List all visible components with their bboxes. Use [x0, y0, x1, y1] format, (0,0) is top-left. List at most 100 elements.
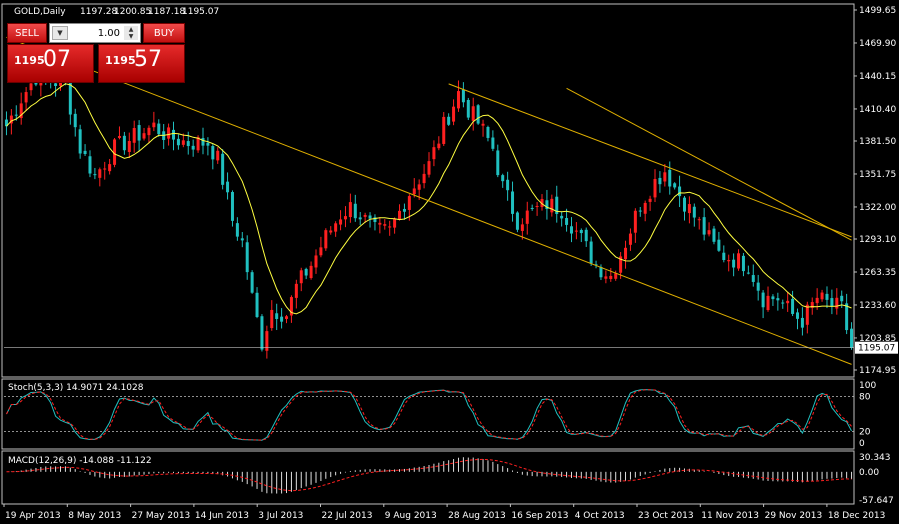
chart-header-low: 1187.18	[148, 7, 185, 17]
price-axis-label: 1440.15	[859, 72, 896, 82]
candle-body	[348, 202, 352, 218]
candle-body	[422, 173, 426, 184]
candle-body	[275, 313, 279, 319]
candle-body	[663, 172, 667, 182]
price-axis-label: 1469.90	[859, 39, 896, 49]
candle-body	[643, 202, 647, 214]
candle-body	[737, 253, 741, 269]
macd-axis-label: 0.00	[859, 468, 879, 478]
candle-body	[176, 138, 180, 146]
candle-body	[791, 298, 795, 314]
candle-body	[157, 123, 161, 135]
candle-body	[19, 103, 23, 119]
candle-body	[815, 297, 819, 304]
candle-body	[221, 153, 225, 185]
candle-body	[78, 129, 82, 154]
candle-body	[172, 129, 176, 140]
chart-header-open: 1197.28	[80, 7, 117, 17]
candle-body	[4, 119, 8, 127]
candle-body	[599, 266, 603, 278]
current-price-marker	[855, 341, 898, 354]
candle-body	[378, 222, 382, 225]
candle-body	[756, 282, 760, 291]
candle-body	[673, 183, 677, 188]
candle-body	[447, 116, 451, 125]
candle-body	[540, 199, 544, 208]
candle-body	[619, 256, 623, 273]
candle-body	[786, 300, 790, 304]
candle-body	[309, 265, 313, 279]
candle-body	[343, 216, 347, 220]
candle-body	[240, 238, 244, 241]
candle-body	[245, 242, 249, 273]
stoch-axis-label: 20	[859, 427, 871, 437]
moving-average-line	[6, 83, 852, 315]
channel-line	[448, 83, 852, 238]
candle-body	[147, 127, 151, 136]
candle-body	[417, 184, 421, 190]
stochastic-panel: 100 80 20 0	[4, 381, 876, 449]
candle-body	[98, 169, 102, 178]
bid-price-minor: 07	[43, 47, 71, 72]
candle-body	[496, 150, 500, 176]
buy-button[interactable]: BUY	[143, 23, 185, 43]
candle-body	[515, 212, 519, 230]
candle-body	[122, 135, 126, 151]
candle-body	[250, 272, 254, 293]
price-axis-label: 1410.40	[859, 105, 896, 115]
candle-body	[270, 309, 274, 329]
candle-body	[108, 164, 112, 172]
volume-dropdown-icon[interactable]: ▼	[52, 26, 68, 40]
candle-body	[525, 210, 529, 224]
date-axis-label: 27 May 2013	[132, 511, 191, 521]
candle-body	[574, 230, 578, 232]
candle-body	[181, 140, 185, 145]
ask-price-button[interactable]: 1195 57	[98, 44, 185, 83]
candle-body	[560, 215, 564, 219]
candle-body	[132, 128, 136, 143]
candle-body	[594, 264, 598, 266]
ask-price-major: 1195	[105, 54, 136, 67]
candle-body	[835, 297, 839, 309]
candle-body	[692, 206, 696, 218]
candle-body	[501, 175, 505, 182]
candle-body	[466, 99, 470, 118]
channel-line	[566, 87, 852, 241]
candle-body	[383, 224, 387, 226]
candle-body	[319, 247, 323, 256]
bid-price-button[interactable]: 1195 07	[7, 44, 94, 83]
candle-body	[393, 218, 397, 228]
candle-body	[83, 150, 87, 155]
volume-down-icon[interactable]: ▼	[124, 33, 138, 40]
candle-body	[334, 223, 338, 232]
price-axis-label: 1233.60	[859, 301, 896, 311]
candle-body	[412, 188, 416, 195]
candle-body	[550, 198, 554, 213]
candle-body	[800, 317, 804, 328]
candle-body	[265, 331, 269, 351]
candle-body	[294, 283, 298, 298]
sell-button[interactable]: SELL	[7, 23, 47, 43]
candle-body	[668, 169, 672, 187]
candle-body	[732, 259, 736, 268]
price-axis-label: 1381.50	[859, 137, 896, 147]
candle-body	[117, 136, 121, 138]
candle-body	[211, 146, 215, 160]
candle-body	[186, 141, 190, 147]
ask-price-minor: 57	[134, 47, 162, 72]
candle-body	[314, 255, 318, 268]
candle-body	[820, 292, 824, 300]
candle-body	[687, 204, 691, 214]
candle-body	[402, 208, 406, 212]
candle-body	[795, 312, 799, 319]
candle-body	[746, 272, 750, 274]
volume-up-icon[interactable]: ▲	[124, 26, 138, 33]
candle-body	[702, 217, 706, 235]
candle-body	[68, 80, 72, 115]
candle-body	[476, 105, 480, 124]
volume-stepper[interactable]: ▼ ▲ ▼	[49, 23, 141, 43]
volume-input[interactable]	[72, 24, 120, 42]
candle-body	[88, 156, 92, 174]
candle-body	[358, 217, 362, 220]
